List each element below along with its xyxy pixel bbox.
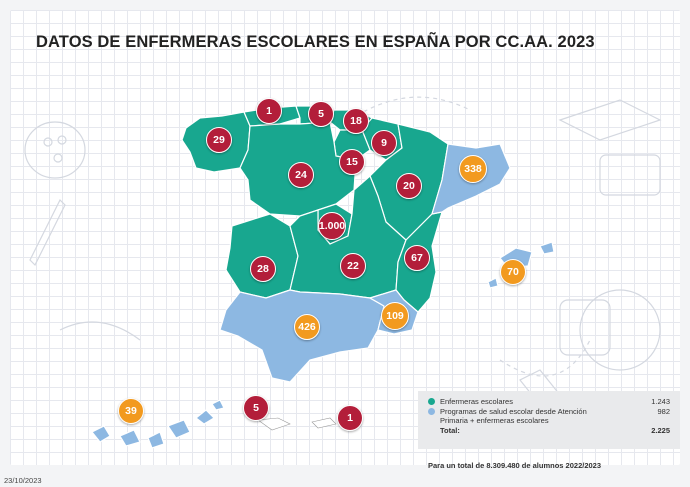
legend: Enfermeras escolares 1.243 Programas de …: [418, 391, 680, 449]
legend-total-value: 2.225: [651, 425, 670, 435]
infographic-title: DATOS DE ENFERMERAS ESCOLARES EN ESPAÑA …: [36, 33, 595, 51]
badge-cantabria: 5: [308, 101, 334, 127]
badge-aragon: 20: [396, 173, 422, 199]
badge-castilla-la-mancha: 22: [340, 253, 366, 279]
footnote: Para un total de 8.309.480 de alumnos 20…: [428, 461, 602, 470]
badge-andalucia: 426: [294, 314, 320, 340]
region-canarias: [91, 425, 111, 443]
legend-total-label: Total:: [440, 425, 460, 435]
badge-la-rioja: 15: [339, 149, 365, 175]
legend-item-enfermeras: Enfermeras escolares 1.243: [428, 397, 670, 407]
legend-item-programas: Programas de salud escolar desde Atenció…: [428, 407, 670, 417]
teal-dot-icon: [428, 398, 435, 405]
blue-dot-icon: [428, 407, 435, 415]
badge-ceuta: 5: [243, 395, 269, 421]
publication-date: 23/10/2023: [4, 476, 42, 485]
badge-comunidad-valenciana: 67: [404, 245, 430, 271]
badge-murcia: 109: [381, 302, 409, 330]
badge-baleares: 70: [500, 259, 526, 285]
legend-total: Total: 2.225: [428, 426, 670, 436]
badge-madrid: 1.000: [318, 212, 346, 240]
legend-label: Enfermeras escolares: [440, 397, 513, 406]
badge-melilla: 1: [337, 405, 363, 431]
legend-continuation: Primaria + enfermeras escolares: [428, 416, 670, 426]
region-melilla: [311, 417, 337, 429]
badge-extremadura: 28: [250, 256, 276, 282]
legend-label: Programas de salud escolar desde Atenció…: [440, 406, 587, 416]
region-ceuta: [257, 417, 291, 431]
legend-value: 1.243: [651, 397, 670, 406]
badge-galicia: 29: [206, 127, 232, 153]
badge-pais-vasco: 18: [343, 108, 369, 134]
badge-canarias: 39: [118, 398, 144, 424]
badge-cataluna: 338: [459, 155, 487, 183]
badge-castilla-y-leon: 24: [288, 162, 314, 188]
legend-value: 982: [657, 406, 670, 416]
legend-label-continuation: Primaria + enfermeras escolares: [440, 416, 549, 425]
badge-navarra: 9: [371, 130, 397, 156]
badge-asturias: 1: [256, 98, 282, 124]
